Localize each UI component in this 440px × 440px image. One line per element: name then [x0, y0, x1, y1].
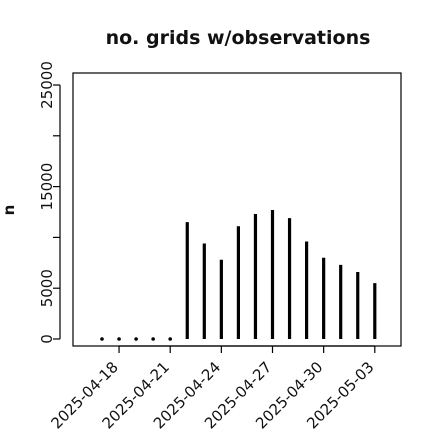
bar-zero-point — [134, 337, 138, 341]
y-tick-label: 15000 — [38, 163, 56, 211]
y-tick-label: 25000 — [38, 61, 56, 109]
x-axis: 2025-04-182025-04-212025-04-242025-04-27… — [47, 345, 378, 432]
chart-title: no. grids w/observations — [106, 27, 371, 49]
bar-zero-point — [100, 337, 104, 341]
y-axis: 0 5000 15000 25000 — [38, 61, 61, 344]
bar-zero-point — [168, 337, 172, 341]
y-tick-label: 0 — [38, 334, 56, 344]
bar-zero-point — [151, 337, 155, 341]
bars — [100, 209, 377, 341]
y-tick-label: 5000 — [38, 269, 56, 307]
bar-zero-point — [117, 337, 121, 341]
y-axis-label: n — [0, 205, 18, 216]
